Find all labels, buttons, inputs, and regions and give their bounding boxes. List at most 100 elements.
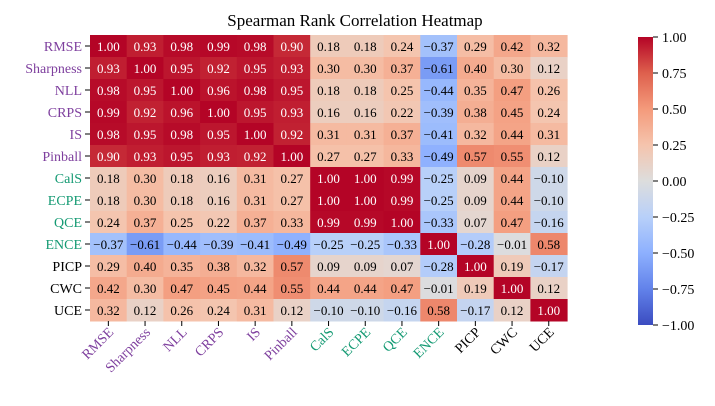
heatmap-cell [420, 277, 458, 300]
heatmap-cell [530, 123, 568, 146]
cell-value-label: 0.32 [244, 259, 267, 274]
heatmap-cell [273, 123, 311, 146]
colorbar-tick-label: 0.00 [662, 175, 687, 190]
cell-value-label: 0.33 [280, 215, 303, 230]
cell-value-label: 0.92 [244, 149, 267, 164]
cell-value-label: 1.00 [354, 193, 377, 208]
cell-value-label: 0.57 [464, 149, 487, 164]
heatmap-cell [200, 189, 238, 212]
heatmap-cell [310, 57, 348, 80]
cell-value-label: 0.95 [207, 127, 230, 142]
heatmap-cell [236, 101, 274, 124]
heatmap-cell [457, 101, 495, 124]
heatmap-cell [273, 255, 311, 278]
heatmap-cell [126, 35, 164, 58]
cell-value-label: 0.27 [317, 149, 340, 164]
cell-value-label: 0.19 [501, 259, 524, 274]
cell-value-label: 0.18 [317, 83, 340, 98]
cell-value-label: 0.95 [280, 83, 303, 98]
cell-value-label: 0.24 [537, 105, 560, 120]
heatmap-cell [90, 233, 128, 256]
heatmap-cell [457, 189, 495, 212]
cell-value-label: 0.18 [354, 39, 377, 54]
heatmap-cell [493, 233, 531, 256]
heatmap-cell [493, 123, 531, 146]
cell-value-label: −0.33 [387, 237, 417, 252]
heatmap-cell [90, 79, 128, 102]
cell-value-label: 0.57 [280, 259, 303, 274]
cell-value-label: −0.33 [424, 215, 454, 230]
cell-value-label: −0.41 [424, 127, 454, 142]
cell-value-label: 0.22 [207, 215, 230, 230]
x-tick-label-picp: PICP [453, 325, 485, 357]
y-tick-label-cwc: CWC [50, 282, 82, 297]
cell-value-label: 0.25 [391, 83, 414, 98]
cell-value-label: 0.32 [97, 303, 120, 318]
cell-value-label: −0.37 [93, 237, 124, 252]
cell-value-label: 0.55 [280, 281, 303, 296]
cell-value-label: 0.47 [501, 83, 524, 98]
heatmap-cell [90, 277, 128, 300]
cell-value-label: 0.19 [464, 281, 487, 296]
heatmap-cell [200, 35, 238, 58]
heatmap-cell [163, 145, 201, 168]
cell-value-label: 0.98 [170, 39, 193, 54]
cell-value-label: 0.44 [501, 127, 524, 142]
heatmap-cell [200, 167, 238, 190]
colorbar-tick-label: 0.25 [662, 139, 687, 154]
heatmap-cell [200, 57, 238, 80]
y-tick-labels: RMSE Sharpness NLL CRPS IS Pinball CalS ECPE QCE… [25, 40, 90, 319]
heatmap-cell [236, 189, 274, 212]
colorbar-tick-label: 1.00 [662, 31, 687, 46]
heatmap-cell [236, 211, 274, 234]
colorbar: 1.00 0.75 0.50 0.25 0.00 −0.25 −0.50 −0.75 −1.00 [638, 31, 694, 334]
heatmap-cell [457, 233, 495, 256]
cell-value-label: 0.93 [134, 39, 157, 54]
heatmap-cell [163, 79, 201, 102]
cell-value-label: 0.98 [244, 39, 267, 54]
heatmap-cell [310, 167, 348, 190]
heatmap-cell [346, 123, 385, 146]
heatmap-cell [126, 101, 164, 124]
colorbar-tick-label: 0.75 [662, 67, 687, 82]
heatmap-cell [346, 35, 385, 58]
heatmap-cell [90, 101, 128, 124]
cell-value-label: 1.00 [170, 83, 193, 98]
cell-value-label: 0.30 [134, 281, 157, 296]
x-tick-label-crps: CRPS [192, 325, 227, 360]
heatmap-cell [530, 35, 568, 58]
cell-value-label: 0.25 [170, 215, 193, 230]
cell-value-label: 0.42 [501, 39, 524, 54]
cell-value-label: −0.10 [314, 303, 344, 318]
heatmap-cell [530, 255, 568, 278]
cell-value-label: 0.31 [537, 127, 560, 142]
cell-value-label: 0.98 [170, 127, 193, 142]
heatmap-cell [236, 167, 274, 190]
heatmap-cell [383, 35, 421, 58]
cell-value-label: 0.18 [354, 83, 377, 98]
heatmap-cells: 1.00 0.93 0.98 0.99 0.98 0.90 0.18 0.18 0.24 −0.3… [90, 35, 568, 322]
cell-value-label: −0.49 [277, 237, 307, 252]
cell-value-label: 0.47 [501, 215, 524, 230]
heatmap-cell [420, 101, 458, 124]
cell-value-label: 0.18 [97, 193, 120, 208]
heatmap-cell [200, 101, 238, 124]
cell-value-label: 0.93 [280, 61, 303, 76]
heatmap-cell [493, 255, 531, 278]
cell-value-label: 0.31 [317, 127, 340, 142]
heatmap-cell [163, 255, 201, 278]
cell-value-label: 0.07 [391, 259, 414, 274]
heatmap-cell [200, 277, 238, 300]
cell-value-label: 0.37 [391, 61, 414, 76]
heatmap-cell [310, 123, 348, 146]
y-tick-label-crps: CRPS [48, 106, 82, 121]
y-tick-label-rmse: RMSE [44, 40, 82, 55]
cell-value-label: 1.00 [391, 215, 414, 230]
heatmap-cell [90, 255, 128, 278]
cell-value-label: 0.93 [134, 149, 157, 164]
heatmap-cell [420, 233, 458, 256]
cell-value-label: −0.17 [460, 303, 491, 318]
heatmap-cell [420, 167, 458, 190]
cell-value-label: −0.37 [424, 39, 455, 54]
